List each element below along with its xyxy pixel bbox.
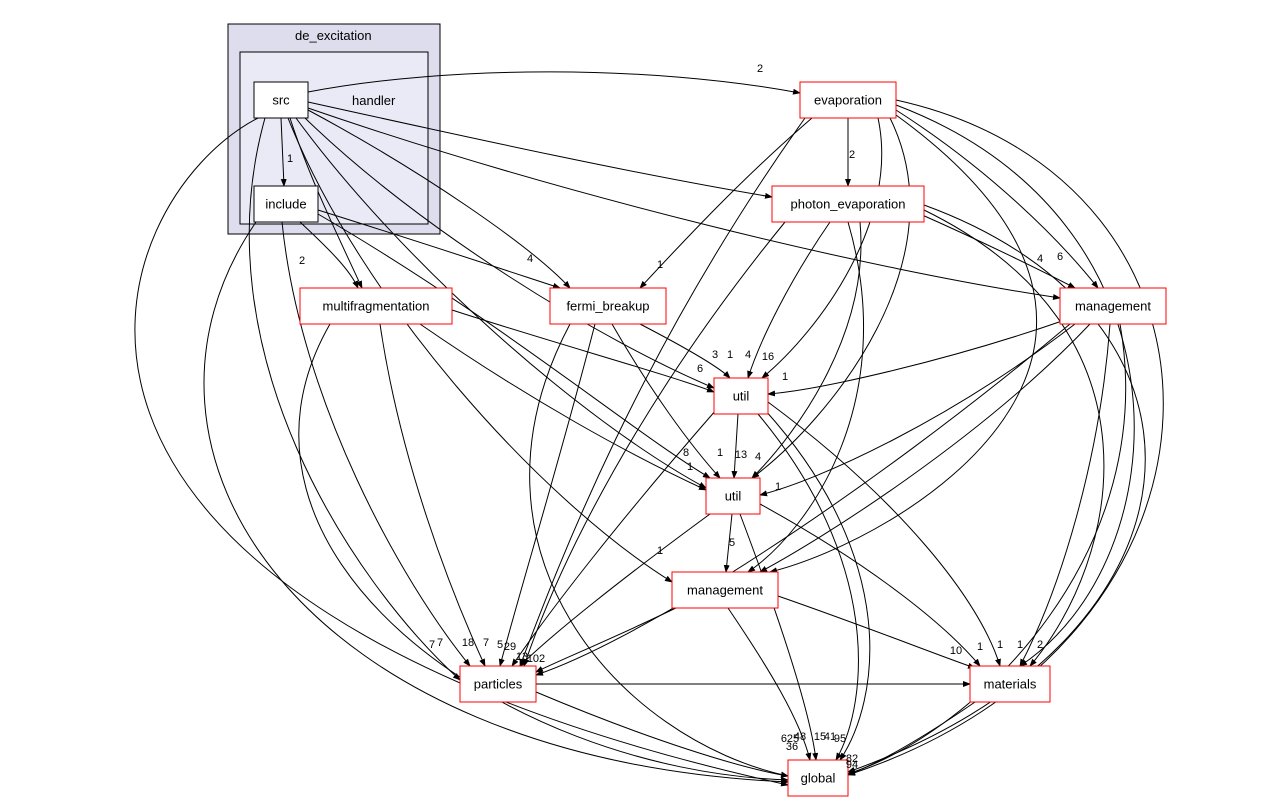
edge-label-particles-to-global: 625 — [781, 733, 799, 745]
edge-label-management_top-to-util_2: 1 — [775, 481, 781, 493]
edge-label-materials-to-global: 82 — [846, 753, 858, 765]
node-label-fermi_breakup: fermi_breakup — [566, 298, 649, 313]
edge-label-src-to-management_mid: 1 — [657, 545, 663, 557]
edge-util_2-to-global — [740, 514, 816, 760]
edge-photon_evaporation-to-util_2 — [752, 222, 861, 478]
edge-label-management_top-to-util_1: 1 — [782, 371, 788, 383]
edge-evaporation-to-materials — [896, 105, 1134, 666]
edge-label-photon_evaporation-to-materials: 2 — [1037, 639, 1043, 651]
edge-label-multifragmentation-to-particles: 18 — [462, 637, 474, 649]
edge-label-evaporation-to-util_1: 16 — [762, 351, 774, 363]
node-label-util_2: util — [725, 488, 742, 503]
edge-label-util_2-to-management_mid: 5 — [729, 537, 735, 549]
edge-materials-to-global — [848, 702, 975, 774]
edge-label-src-to-include: 1 — [287, 153, 293, 165]
edge-photon_evaporation-to-util_1 — [748, 222, 830, 378]
edge-label-evaporation-to-particles: 29 — [504, 641, 516, 653]
edge-evaporation-to-management_top — [896, 110, 1098, 288]
edge-label-util_1-to-global: 95 — [834, 733, 846, 745]
edge-management_top-to-management_mid — [760, 324, 1090, 572]
edge-label-util_2-to-materials: 10 — [950, 645, 962, 657]
edge-label-multifragmentation-to-util_1: 3 — [712, 349, 718, 361]
node-label-util_1: util — [733, 388, 750, 403]
node-label-management_top: management — [1075, 298, 1151, 313]
edge-evaporation-to-util_2 — [752, 118, 910, 478]
edge-label-fermi_breakup-to-util_1: 1 — [727, 349, 733, 361]
edge-particles-to-global — [536, 692, 788, 776]
node-label-evaporation: evaporation — [814, 92, 882, 107]
edge-label-src-to-multifragmentation: 2 — [299, 255, 305, 267]
edge-include-to-util_2 — [318, 214, 710, 478]
edge-label-evaporation-to-fermi_breakup: 1 — [657, 259, 663, 271]
node-label-materials: materials — [984, 676, 1037, 691]
edge-label-src-to-util_1: 6 — [697, 363, 703, 375]
node-label-src: src — [272, 92, 290, 107]
node-label-global: global — [801, 770, 836, 785]
edge-label-util_1-to-materials: 1 — [997, 639, 1003, 651]
edge-label-evaporation-to-util_2: 13 — [735, 449, 747, 461]
edge-label-management_mid-to-materials: 1 — [977, 641, 983, 653]
edge-label-fermi_breakup-to-util_2: 1 — [717, 447, 723, 459]
edge-label-util_2-to-particles: 5 — [497, 639, 503, 651]
edge-label-multifragmentation-to-util_2: 1 — [687, 461, 693, 473]
edge-label-src-to-util_2: 8 — [683, 447, 689, 459]
edge-label-photon_evaporation-to-util_1: 4 — [745, 349, 751, 361]
edge-management_top-to-particles — [536, 324, 1070, 675]
edge-label-photon_evaporation-to-util_2: 4 — [755, 451, 761, 463]
edge-util_1-to-materials — [768, 402, 1000, 666]
edge-label-fermi_breakup-to-particles: 7 — [483, 637, 489, 649]
edge-management_mid-to-particles — [536, 606, 680, 672]
edge-evaporation-to-management_mid — [770, 115, 1037, 572]
edge-multifragmentation-to-util_2 — [420, 324, 706, 490]
edge-label-management_top-to-materials: 1 — [1017, 639, 1023, 651]
edge-label-src-to-particles: 7 — [437, 637, 443, 649]
node-label-management_mid: management — [687, 582, 763, 597]
edge-label-src-to-evaporation: 2 — [757, 63, 763, 75]
edge-util_1-to-util_2 — [734, 414, 738, 478]
node-label-include: include — [265, 196, 306, 211]
edge-photon_evaporation-to-materials — [924, 210, 1104, 666]
node-label-particles: particles — [474, 676, 523, 691]
edge-management_top-to-util_1 — [768, 320, 1065, 394]
edge-label-include-to-particles: 7 — [429, 639, 435, 651]
dependency-graph: de_excitationhandler src include evaporati… — [0, 0, 1275, 810]
node-label-multifragmentation: multifragmentation — [323, 298, 430, 313]
edge-label-evaporation-to-management_top: 6 — [1057, 251, 1063, 263]
cluster-label-de_excitation: de_excitation — [295, 28, 372, 43]
edge-management_mid-to-materials — [778, 596, 975, 668]
edge-label-photon_evaporation-to-management_top: 4 — [1037, 253, 1043, 265]
edge-photon_evaporation-to-management_top — [920, 214, 1075, 288]
edge-label-evaporation-to-photon_evaporation: 2 — [849, 149, 855, 161]
edge-label-src-to-fermi_breakup: 4 — [527, 253, 533, 265]
node-label-photon_evaporation: photon_evaporation — [791, 196, 906, 211]
cluster-label-handler: handler — [352, 93, 396, 108]
edge-label-management_top-to-particles: 102 — [527, 653, 545, 665]
